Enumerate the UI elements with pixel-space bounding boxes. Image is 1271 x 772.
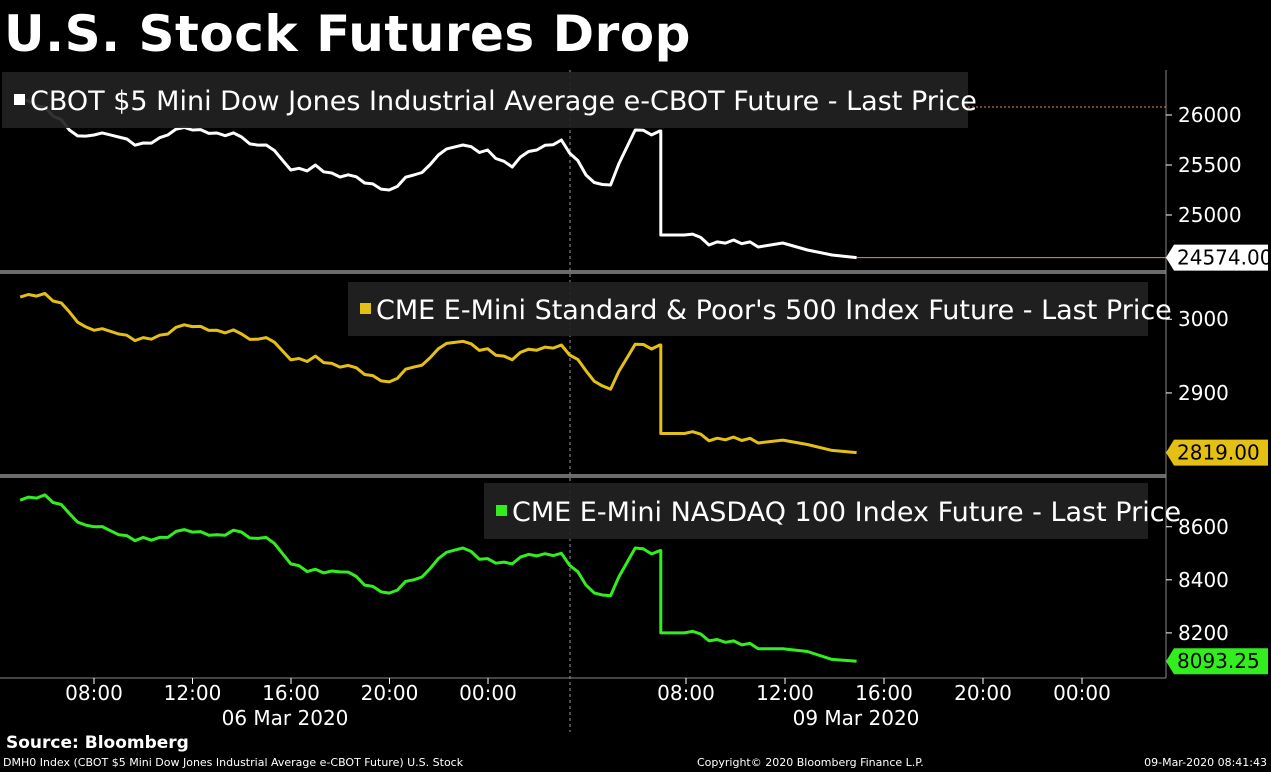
last-value-badge [1166, 648, 1268, 675]
x-tick-label: 08:00 [657, 681, 715, 705]
legend-box [2, 72, 968, 128]
y-tick-label: 8400 [1178, 568, 1229, 592]
x-tick-label: 16:00 [855, 681, 913, 705]
legend-box [484, 483, 1148, 539]
y-tick-label: 3000 [1178, 307, 1229, 331]
y-tick-label: 2900 [1178, 381, 1229, 405]
legend-label: CME E-Mini NASDAQ 100 Index Future - Las… [512, 497, 1181, 528]
source-label: Source: Bloomberg [6, 733, 189, 753]
panel-separator [0, 474, 1166, 478]
chart-title: U.S. Stock Futures Drop [4, 5, 691, 63]
date-label: 06 Mar 2020 [222, 706, 349, 730]
last-value-label: 2819.00 [1177, 441, 1260, 465]
y-tick-label: 26000 [1178, 103, 1242, 127]
panel-separator [0, 270, 1166, 274]
y-tick-label: 8600 [1178, 515, 1229, 539]
date-label: 09 Mar 2020 [793, 706, 920, 730]
x-tick-label: 20:00 [954, 681, 1012, 705]
y-tick-label: 25500 [1178, 153, 1242, 177]
last-value-label: 8093.25 [1177, 649, 1260, 673]
x-tick-label: 12:00 [164, 681, 222, 705]
y-tick-label: 25000 [1178, 203, 1242, 227]
last-value-badge [1166, 439, 1268, 466]
series-line [19, 493, 857, 663]
x-tick-label: 20:00 [361, 681, 419, 705]
legend-label: CBOT $5 Mini Dow Jones Industrial Averag… [30, 86, 977, 117]
last-value-badge [1166, 244, 1268, 271]
x-tick-label: 00:00 [459, 681, 517, 705]
x-tick-label: 00:00 [1053, 681, 1111, 705]
series-line [20, 98, 857, 260]
y-tick-label: 8200 [1178, 621, 1229, 645]
series-line [19, 291, 857, 455]
last-value-label: 24574.00 [1177, 246, 1271, 270]
footer-index-description: DMH0 Index (CBOT $5 Mini Dow Jones Indus… [3, 756, 464, 769]
footer-copyright: Copyright© 2020 Bloomberg Finance L.P. [697, 756, 924, 769]
legend-swatch [360, 303, 371, 314]
x-tick-label: 16:00 [262, 681, 320, 705]
x-tick-label: 08:00 [65, 681, 123, 705]
legend-swatch [14, 94, 25, 105]
x-tick-label: 12:00 [756, 681, 814, 705]
legend-box [348, 282, 1148, 336]
footer-timestamp: 09-Mar-2020 08:41:43 [1144, 756, 1267, 769]
legend-swatch [496, 505, 507, 516]
chart-area: 25000 25500 26000 24574.00 CBOT $5 Mini Dow … [0, 70, 1271, 732]
legend-label: CME E-Mini Standard & Poor's 500 Index F… [376, 295, 1172, 326]
